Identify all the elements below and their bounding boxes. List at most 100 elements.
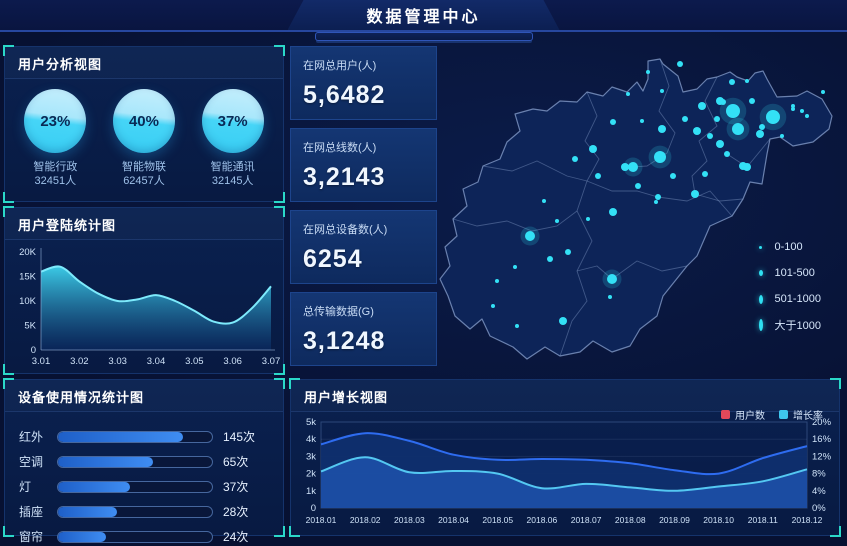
device-bar-fill [58,531,106,542]
legend-item[interactable]: 增长率 [779,407,823,422]
legend-label: 用户数 [735,411,765,422]
district-border [694,193,744,202]
legend-swatch [779,410,788,419]
map-data-point [766,110,780,124]
page-title: 数据管理中心 [366,9,481,26]
device-bar-track [57,455,213,468]
map-legend-item[interactable]: 大于1000 [758,312,822,338]
stat-card-label: 在网总线数(人) [303,142,377,154]
map-data-point [791,104,795,108]
gauge-count: 32451人 [34,175,77,187]
device-bar-row: 红外 145次 [19,424,269,449]
stat-card: 在网总用户(人) 5,6482 [290,46,437,120]
map-data-point [654,151,666,163]
stat-card: 在网总线数(人) 3,2143 [290,128,437,202]
gauge-label: 智能物联 [121,161,166,173]
svg-text:2018.12: 2018.12 [792,515,823,525]
map-legend-dot [758,319,763,331]
gauge-count: 62457人 [123,175,165,187]
map-data-point [714,116,720,122]
map-data-point [621,163,629,171]
district-border [559,180,593,357]
map-data-point [716,140,724,148]
map-data-point [724,151,730,157]
device-bar-list: 红外 145次 空调 65次灯 37次 插座 28次 窗帘 24次 [5,412,283,546]
legend-swatch [721,410,730,419]
map-data-point [691,190,699,198]
panel-title-device-usage: 设备使用情况统计图 [5,380,283,412]
svg-text:3.05: 3.05 [185,356,204,367]
svg-text:12%: 12% [812,451,832,462]
map-data-point [491,304,495,308]
svg-text:3.01: 3.01 [32,356,51,367]
map-data-point [607,274,617,284]
device-bar-value: 24次 [223,530,249,544]
device-bar-value: 37次 [223,480,249,494]
map-legend-label: 0-100 [774,241,803,253]
svg-text:3.07: 3.07 [262,356,281,367]
legend-item[interactable]: 用户数 [721,407,765,422]
device-bar-row: 插座 28次 [19,499,269,524]
svg-text:2018.09: 2018.09 [659,515,690,525]
map-svg [439,58,833,360]
district-border [452,210,578,232]
device-bar-track [57,530,213,543]
stat-card-value: 3,1248 [303,327,386,355]
corner-decoration [3,364,14,375]
map-data-point [608,295,612,299]
map-data-point [726,104,740,118]
gauge-label: 智能行政 [33,161,78,173]
map-data-point [515,324,519,328]
svg-text:1k: 1k [306,486,316,497]
device-bar-label: 灯 [19,480,32,494]
map-legend-dot [759,245,762,249]
device-bar-track [57,480,213,493]
gauge-percent: 40% [128,112,159,130]
map-data-point [682,116,688,122]
corner-decoration [3,192,14,203]
svg-text:2018.03: 2018.03 [394,515,425,525]
map-data-point [658,125,666,133]
device-bar-row: 空调 65次 [19,449,269,474]
map-legend-item[interactable]: 101-500 [758,260,822,286]
panel-user-growth: 用户增长视图 用户数 增长率 0 1k 2k 3k 4k 5k 0% 4% 8% 12% 16% 20%… [289,378,841,537]
svg-text:0: 0 [311,503,316,514]
province-outline [439,58,833,360]
stat-card-value: 5,6482 [303,81,386,109]
map-legend-item[interactable]: 0-100 [759,234,822,260]
map-data-point [698,102,706,110]
map-legend-dot-box [758,319,775,331]
svg-text:4%: 4% [812,486,826,497]
map-data-point [670,173,676,179]
map-data-point [640,119,644,123]
svg-text:3.02: 3.02 [70,356,89,367]
panel-user-analysis: 用户分析视图 23% 智能行政 32451人 40% 智能物联 62457人 37% 智能通讯… [3,45,285,203]
svg-text:3.06: 3.06 [223,356,242,367]
map-data-point [635,183,641,189]
map-data-point [805,114,809,118]
device-bar-label: 插座 [19,505,44,519]
svg-text:20%: 20% [812,417,832,428]
map-legend-item[interactable]: 501-1000 [758,286,821,312]
device-bar-fill [58,506,117,517]
stat-card: 总传输数据(G) 3,1248 [290,292,437,366]
stat-card: 在网总设备数(人) 6254 [290,210,437,284]
svg-text:2018.02: 2018.02 [350,515,381,525]
device-bar-fill [58,431,183,442]
device-bar-value: 65次 [223,455,249,469]
map-data-point [756,130,764,138]
map-data-point [720,99,726,105]
stat-card-label: 在网总设备数(人) [303,224,388,236]
map-data-point [572,156,578,162]
map-data-point [586,217,590,221]
svg-text:3.04: 3.04 [147,356,166,367]
svg-text:2018.01: 2018.01 [306,515,337,525]
map-data-point [729,79,735,85]
gauge: 40% 智能物联 62457人 [104,89,184,188]
map-data-point [595,173,601,179]
gauge-list: 23% 智能行政 32451人 40% 智能物联 62457人 37% 智能通讯 32145人 [5,79,283,188]
map-data-point [495,279,499,283]
stat-card-value: 3,2143 [303,163,386,191]
svg-text:2018.06: 2018.06 [527,515,558,525]
